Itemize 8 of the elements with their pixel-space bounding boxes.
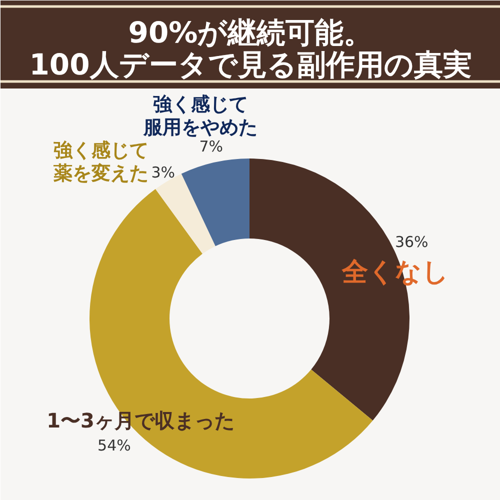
data-label: 54% — [98, 436, 131, 455]
slice-label: 強く感じて薬を変えた — [52, 140, 148, 184]
data-label: 3% — [151, 164, 176, 182]
chart-title: 90%が継続可能。100人データで見る副作用の真実 — [29, 16, 472, 82]
slice-label: 1〜3ヶ月で収まった — [46, 408, 234, 432]
data-label: 36% — [394, 233, 428, 252]
slice-label: 強く感じて服用をやめた — [142, 94, 258, 138]
data-label: 7% — [199, 138, 224, 156]
